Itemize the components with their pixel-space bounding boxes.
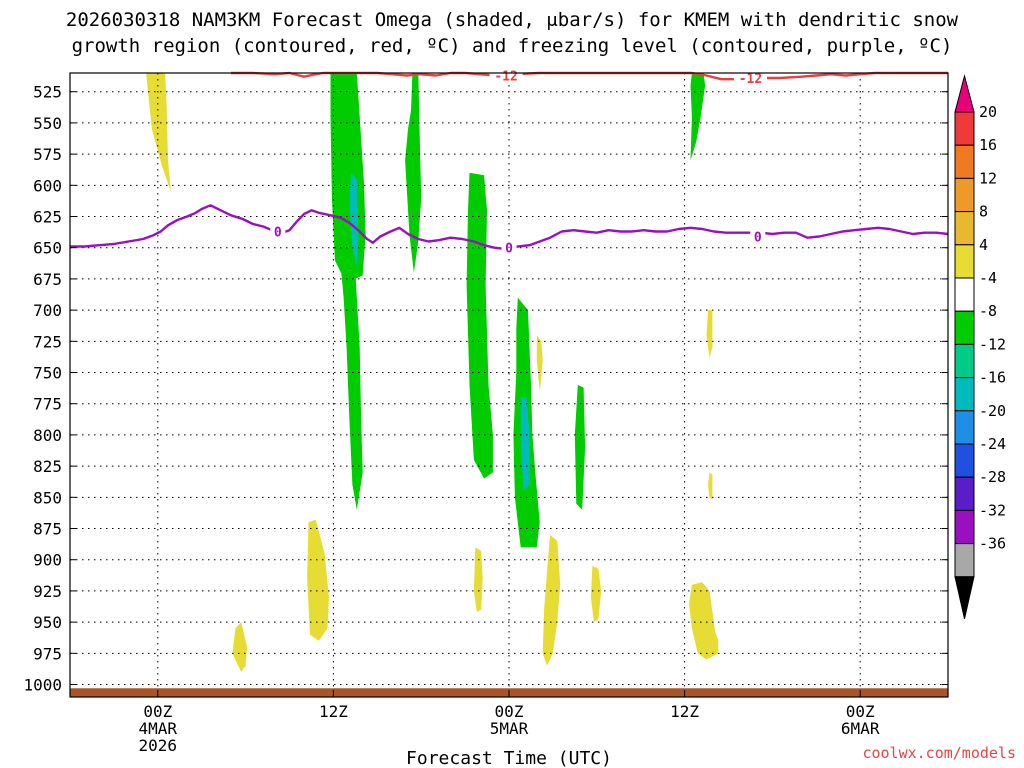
x-tick-label: 00Z xyxy=(143,702,172,721)
y-tick-label: 600 xyxy=(33,176,62,195)
contour-label: 0 xyxy=(274,225,282,240)
colorbar-swatch xyxy=(954,377,975,412)
colorbar-swatch xyxy=(954,244,975,279)
x-tick-label: 12Z xyxy=(670,702,699,721)
y-tick-label: 525 xyxy=(33,83,62,102)
y-tick-label: 625 xyxy=(33,208,62,227)
contour-label: 0 xyxy=(754,230,762,245)
colorbar: 20 16 12 8 4 -4 -8 -12 -16 -20 -24 -28 -32 -36 xyxy=(954,74,1006,619)
colorbar-swatch xyxy=(954,476,975,511)
contour-label-bg xyxy=(750,228,766,245)
colorbar-swatch xyxy=(954,111,975,146)
colorbar-label: -4 xyxy=(979,269,997,287)
colorbar-swatch xyxy=(954,343,975,379)
y-tick-label: 800 xyxy=(33,426,62,445)
x-tick-label: 00Z xyxy=(846,702,875,721)
colorbar-label: -32 xyxy=(979,501,1006,519)
colorbar-swatch xyxy=(954,576,975,619)
colorbar-label: -36 xyxy=(979,535,1006,553)
y-tick-label: 1000 xyxy=(23,676,62,695)
y-tick-label: 775 xyxy=(33,395,62,414)
y-tick-label: 975 xyxy=(33,644,62,663)
colorbar-label: -12 xyxy=(979,335,1006,353)
x-axis-label: Forecast Time (UTC) xyxy=(406,748,612,768)
colorbar-swatch xyxy=(954,277,975,312)
colorbar-swatch xyxy=(954,543,975,578)
colorbar-label: 16 xyxy=(979,136,997,154)
omega-region-17 xyxy=(590,566,602,623)
omega-region-10 xyxy=(536,335,543,392)
colorbar-label: -20 xyxy=(979,402,1006,420)
y-tick-label: 725 xyxy=(33,332,62,351)
colorbar-label: 20 xyxy=(979,103,997,121)
omega-region-14 xyxy=(232,622,248,672)
omega-region-18 xyxy=(689,582,719,660)
colorbar-swatch xyxy=(954,211,975,246)
contour-line-1 xyxy=(70,204,949,251)
omega-shading-layer xyxy=(146,73,719,672)
y-axis: 525 550 575 600 625 650 675 700 725 750 775 800 825 8… xyxy=(23,83,948,695)
omega-region-0 xyxy=(146,73,171,192)
plot-area: -12 -12 0 0 0 xyxy=(69,67,949,698)
omega-region-15 xyxy=(473,547,483,613)
y-tick-label: 825 xyxy=(33,457,62,476)
omega-region-12 xyxy=(708,472,713,500)
colorbar-swatch xyxy=(954,410,975,445)
omega-region-7 xyxy=(520,397,530,492)
colorbar-label: -28 xyxy=(979,468,1006,486)
x-tick-year-label: 2026 xyxy=(139,736,178,755)
contour-label-bg xyxy=(489,67,523,84)
contour-label: -12 xyxy=(494,69,517,84)
x-tick-date-label: 5MAR xyxy=(490,719,529,738)
x-tick-label: 12Z xyxy=(319,702,348,721)
contour-label-bg xyxy=(733,69,767,86)
omega-region-13 xyxy=(307,519,329,641)
colorbar-swatch xyxy=(954,310,975,345)
omega-region-4 xyxy=(405,73,422,273)
omega-region-8 xyxy=(574,385,586,510)
y-tick-label: 575 xyxy=(33,145,62,164)
y-tick-label: 650 xyxy=(33,239,62,258)
x-tick-date-label: 6MAR xyxy=(841,719,880,738)
colorbar-label: -16 xyxy=(979,369,1006,387)
omega-region-2 xyxy=(340,266,363,510)
colorbar-swatch xyxy=(954,74,975,113)
colorbar-swatch xyxy=(954,177,975,213)
x-tick-label: 00Z xyxy=(495,702,524,721)
credit-text: coolwx.com/models xyxy=(862,744,1016,762)
y-tick-label: 875 xyxy=(33,520,62,539)
y-tick-label: 700 xyxy=(33,301,62,320)
y-tick-label: 750 xyxy=(33,364,62,383)
contour-label: -12 xyxy=(739,72,762,87)
y-tick-label: 675 xyxy=(33,270,62,289)
chart-title-line-1: 2026030318 NAM3KM Forecast Omega (shaded… xyxy=(66,9,959,31)
omega-region-5 xyxy=(466,172,493,479)
colorbar-label: 8 xyxy=(979,203,988,221)
y-tick-label: 850 xyxy=(33,488,62,507)
contour-label-bg xyxy=(501,239,517,256)
contour-label: 0 xyxy=(505,242,513,257)
y-tick-label: 950 xyxy=(33,613,62,632)
colorbar-label: 12 xyxy=(979,169,997,187)
contour-label-bg xyxy=(270,223,286,240)
colorbar-swatch xyxy=(954,144,975,179)
colorbar-label: -24 xyxy=(979,435,1006,453)
y-tick-label: 925 xyxy=(33,582,62,601)
colorbar-swatch xyxy=(954,509,975,545)
y-tick-label: 550 xyxy=(33,114,62,133)
x-tick-date-label: 4MAR xyxy=(139,719,178,738)
colorbar-label: -8 xyxy=(979,302,997,320)
omega-region-3 xyxy=(349,172,359,267)
omega-region-9 xyxy=(690,73,706,161)
y-tick-label: 900 xyxy=(33,551,62,570)
chart-title-line-2: growth region (contoured, red, ºC) and f… xyxy=(72,35,953,57)
omega-region-16 xyxy=(542,534,561,666)
colorbar-label: 4 xyxy=(979,236,988,254)
omega-region-11 xyxy=(706,310,713,358)
colorbar-swatch xyxy=(954,443,975,478)
